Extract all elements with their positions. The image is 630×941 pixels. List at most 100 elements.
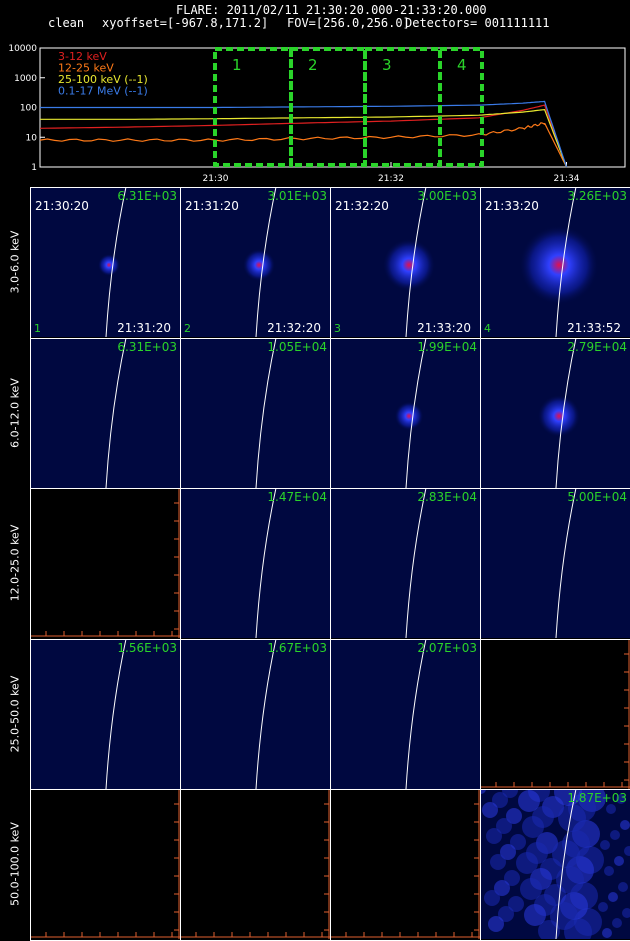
image-panel: 2.79E+04 bbox=[481, 337, 630, 488]
image-panel: 1.67E+03 bbox=[181, 638, 331, 789]
noise-blob bbox=[614, 856, 624, 866]
solar-limb bbox=[255, 187, 277, 337]
legend-entry: 12-25 keV bbox=[58, 62, 114, 75]
interval-box-4 bbox=[438, 47, 484, 167]
noise-blob bbox=[506, 808, 522, 824]
interval-box-3 bbox=[363, 47, 442, 167]
panel-max-value: 3.00E+03 bbox=[417, 189, 477, 203]
noise-blob bbox=[496, 818, 512, 834]
solar-limb bbox=[405, 187, 427, 337]
y-tick-label: 10 bbox=[26, 133, 38, 143]
limb-image bbox=[255, 337, 277, 488]
source-emission bbox=[97, 253, 121, 277]
panel-end-time: 21:33:20 bbox=[417, 321, 471, 335]
panel-start-time: 21:31:20 bbox=[185, 199, 239, 213]
axis-ticks bbox=[174, 789, 180, 939]
grid-divider bbox=[330, 187, 331, 940]
limb-image bbox=[97, 187, 127, 337]
y-tick-label: 1 bbox=[31, 163, 37, 173]
limb-image bbox=[537, 337, 581, 488]
image-panel: 3.00E+03 21:32:20 21:33:20 3 bbox=[331, 187, 481, 337]
axis-ticks bbox=[481, 781, 630, 787]
panel-number: 3 bbox=[334, 322, 341, 335]
solar-limb bbox=[555, 789, 577, 939]
energy-row-label: 6.0-12.0 keV bbox=[0, 338, 30, 488]
solar-limb bbox=[405, 488, 427, 638]
energy-row-label: 12.0-25.0 keV bbox=[0, 488, 30, 638]
energy-row-label: 3.0-6.0 keV bbox=[0, 187, 30, 337]
image-panel: 2.07E+03 bbox=[331, 638, 481, 789]
panel-max-value: 6.31E+03 bbox=[117, 189, 177, 203]
empty-axes bbox=[181, 789, 331, 939]
series-line-1 bbox=[39, 104, 568, 168]
lightcurve-plot: 10000 1000 100 10 1 21:30 21:32 21:34 3-12 keV12… bbox=[8, 44, 626, 184]
limb-image bbox=[105, 337, 127, 488]
legend-entry: 3-12 keV bbox=[58, 50, 107, 63]
image-panel: 1.47E+04 bbox=[181, 488, 331, 638]
energy-row-label: 25.0-50.0 keV bbox=[0, 639, 30, 789]
panel-number: 2 bbox=[184, 322, 191, 335]
axis-ticks bbox=[474, 789, 480, 939]
limb-image bbox=[405, 638, 427, 789]
limb-image bbox=[555, 488, 577, 638]
image-panel: 1.99E+04 bbox=[331, 337, 481, 488]
image-panel: 5.00E+04 bbox=[481, 488, 630, 638]
empty-axes bbox=[31, 789, 181, 939]
x-tick-label: 21:34 bbox=[554, 174, 580, 184]
x-tick-label: 21:32 bbox=[378, 174, 404, 184]
noise-blob bbox=[620, 820, 630, 830]
source-emission bbox=[537, 394, 581, 437]
legend-entry: 0.1-17 MeV (--1) bbox=[58, 85, 148, 98]
noise-blob bbox=[552, 840, 580, 868]
noise-blob bbox=[618, 882, 628, 892]
empty-image-panel bbox=[331, 789, 481, 939]
legend-entry: 25-100 keV (--1) bbox=[58, 73, 148, 86]
empty-axes bbox=[481, 638, 630, 789]
noise-blob bbox=[482, 802, 498, 818]
xyoffset-label: xyoffset=[-967.8,171.2] bbox=[102, 16, 269, 30]
panel-max-value: 2.07E+03 bbox=[417, 640, 477, 655]
limb-image bbox=[519, 187, 599, 337]
image-panel: 1.05E+04 bbox=[181, 337, 331, 488]
noise-blob bbox=[494, 880, 510, 896]
solar-limb bbox=[405, 638, 427, 789]
noise-blob bbox=[602, 928, 612, 938]
limb-image bbox=[255, 638, 277, 789]
panel-number: 1 bbox=[34, 322, 41, 335]
image-panel: 3.01E+03 21:31:20 21:32:20 2 bbox=[181, 187, 331, 337]
source-emission bbox=[242, 248, 276, 282]
solar-limb bbox=[105, 187, 127, 337]
interval-label-2: 2 bbox=[308, 56, 318, 74]
image-panel: 6.31E+03 21:30:20 21:31:20 1 bbox=[31, 187, 181, 337]
method-label: clean bbox=[48, 16, 85, 30]
image-panel: 6.31E+03 bbox=[31, 337, 181, 488]
source-emission bbox=[519, 225, 599, 305]
grid-divider bbox=[180, 187, 181, 940]
image-panel: 1.87E+03 bbox=[481, 789, 630, 939]
limb-image bbox=[481, 789, 630, 939]
noise-blob bbox=[624, 846, 630, 856]
solar-limb bbox=[255, 638, 277, 789]
noise-blob bbox=[490, 854, 506, 870]
limb-image bbox=[394, 337, 427, 488]
y-tick-label: 1000 bbox=[14, 74, 37, 84]
noise-blob bbox=[500, 844, 516, 860]
panel-max-value: 1.56E+03 bbox=[117, 640, 177, 655]
series-line-2 bbox=[39, 122, 568, 168]
noise-blob bbox=[488, 916, 504, 932]
x-tick-label: 21:30 bbox=[203, 174, 229, 184]
noise-blob bbox=[504, 870, 520, 886]
panel-max-value: 3.01E+03 bbox=[267, 189, 327, 203]
energy-label: 3.0-6.0 keV bbox=[8, 230, 22, 294]
image-panel: 3.26E+03 21:33:20 21:33:52 4 bbox=[481, 187, 630, 337]
noise-blob bbox=[484, 890, 500, 906]
noise-blob bbox=[524, 904, 546, 926]
panel-max-value: 6.31E+03 bbox=[117, 339, 177, 354]
y-tick-label: 100 bbox=[20, 104, 37, 114]
y-tick-label: 10000 bbox=[8, 44, 37, 54]
solar-limb bbox=[105, 638, 127, 789]
source-emission bbox=[382, 238, 436, 292]
panel-max-value: 1.47E+04 bbox=[267, 490, 327, 504]
noise-blob bbox=[522, 816, 544, 838]
panel-max-value: 1.67E+03 bbox=[267, 640, 327, 655]
